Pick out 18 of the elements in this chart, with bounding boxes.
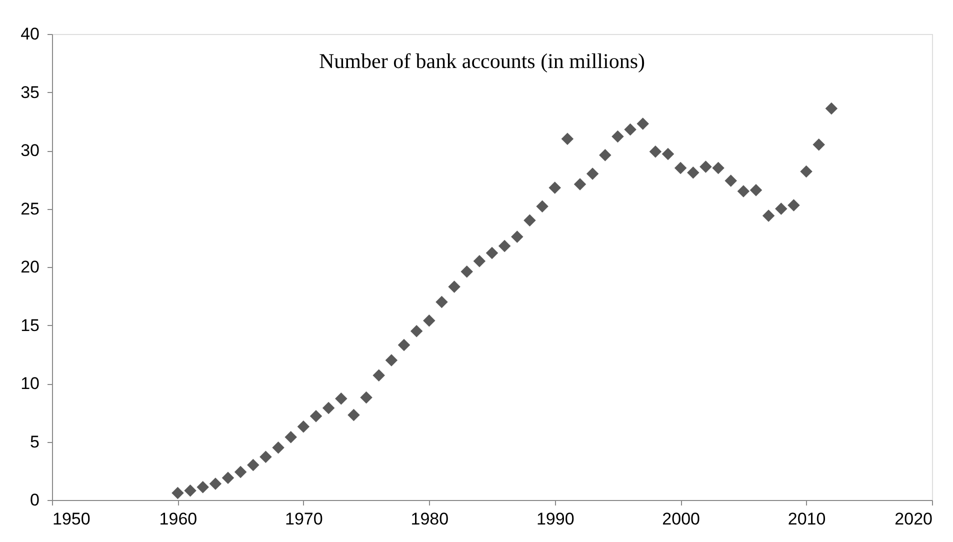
y-tick-label: 25	[20, 199, 40, 218]
x-tick-label: 2000	[662, 510, 700, 528]
y-tick-label: 10	[20, 374, 40, 393]
x-tick-label: 1980	[410, 510, 449, 528]
y-tick-label: 35	[20, 82, 40, 102]
y-tick-label: 0	[30, 490, 40, 510]
x-tick-label: 1960	[159, 510, 198, 528]
y-tick-label: 20	[20, 258, 40, 276]
y-tick-label: 5	[30, 432, 40, 452]
x-tick-label: 1950	[52, 510, 90, 528]
text: Number of bank accounts (in millions)	[318, 49, 646, 73]
x-tick-label: 2010	[788, 510, 826, 528]
x-tick-label: 2020	[894, 510, 932, 528]
x-tick-label: 1990	[536, 510, 574, 528]
y-tick-label: 15	[20, 316, 40, 335]
y-tick-label: 30	[20, 141, 40, 160]
x-tick-label: 1970	[285, 510, 323, 528]
y-tick-label: 40	[20, 24, 40, 44]
